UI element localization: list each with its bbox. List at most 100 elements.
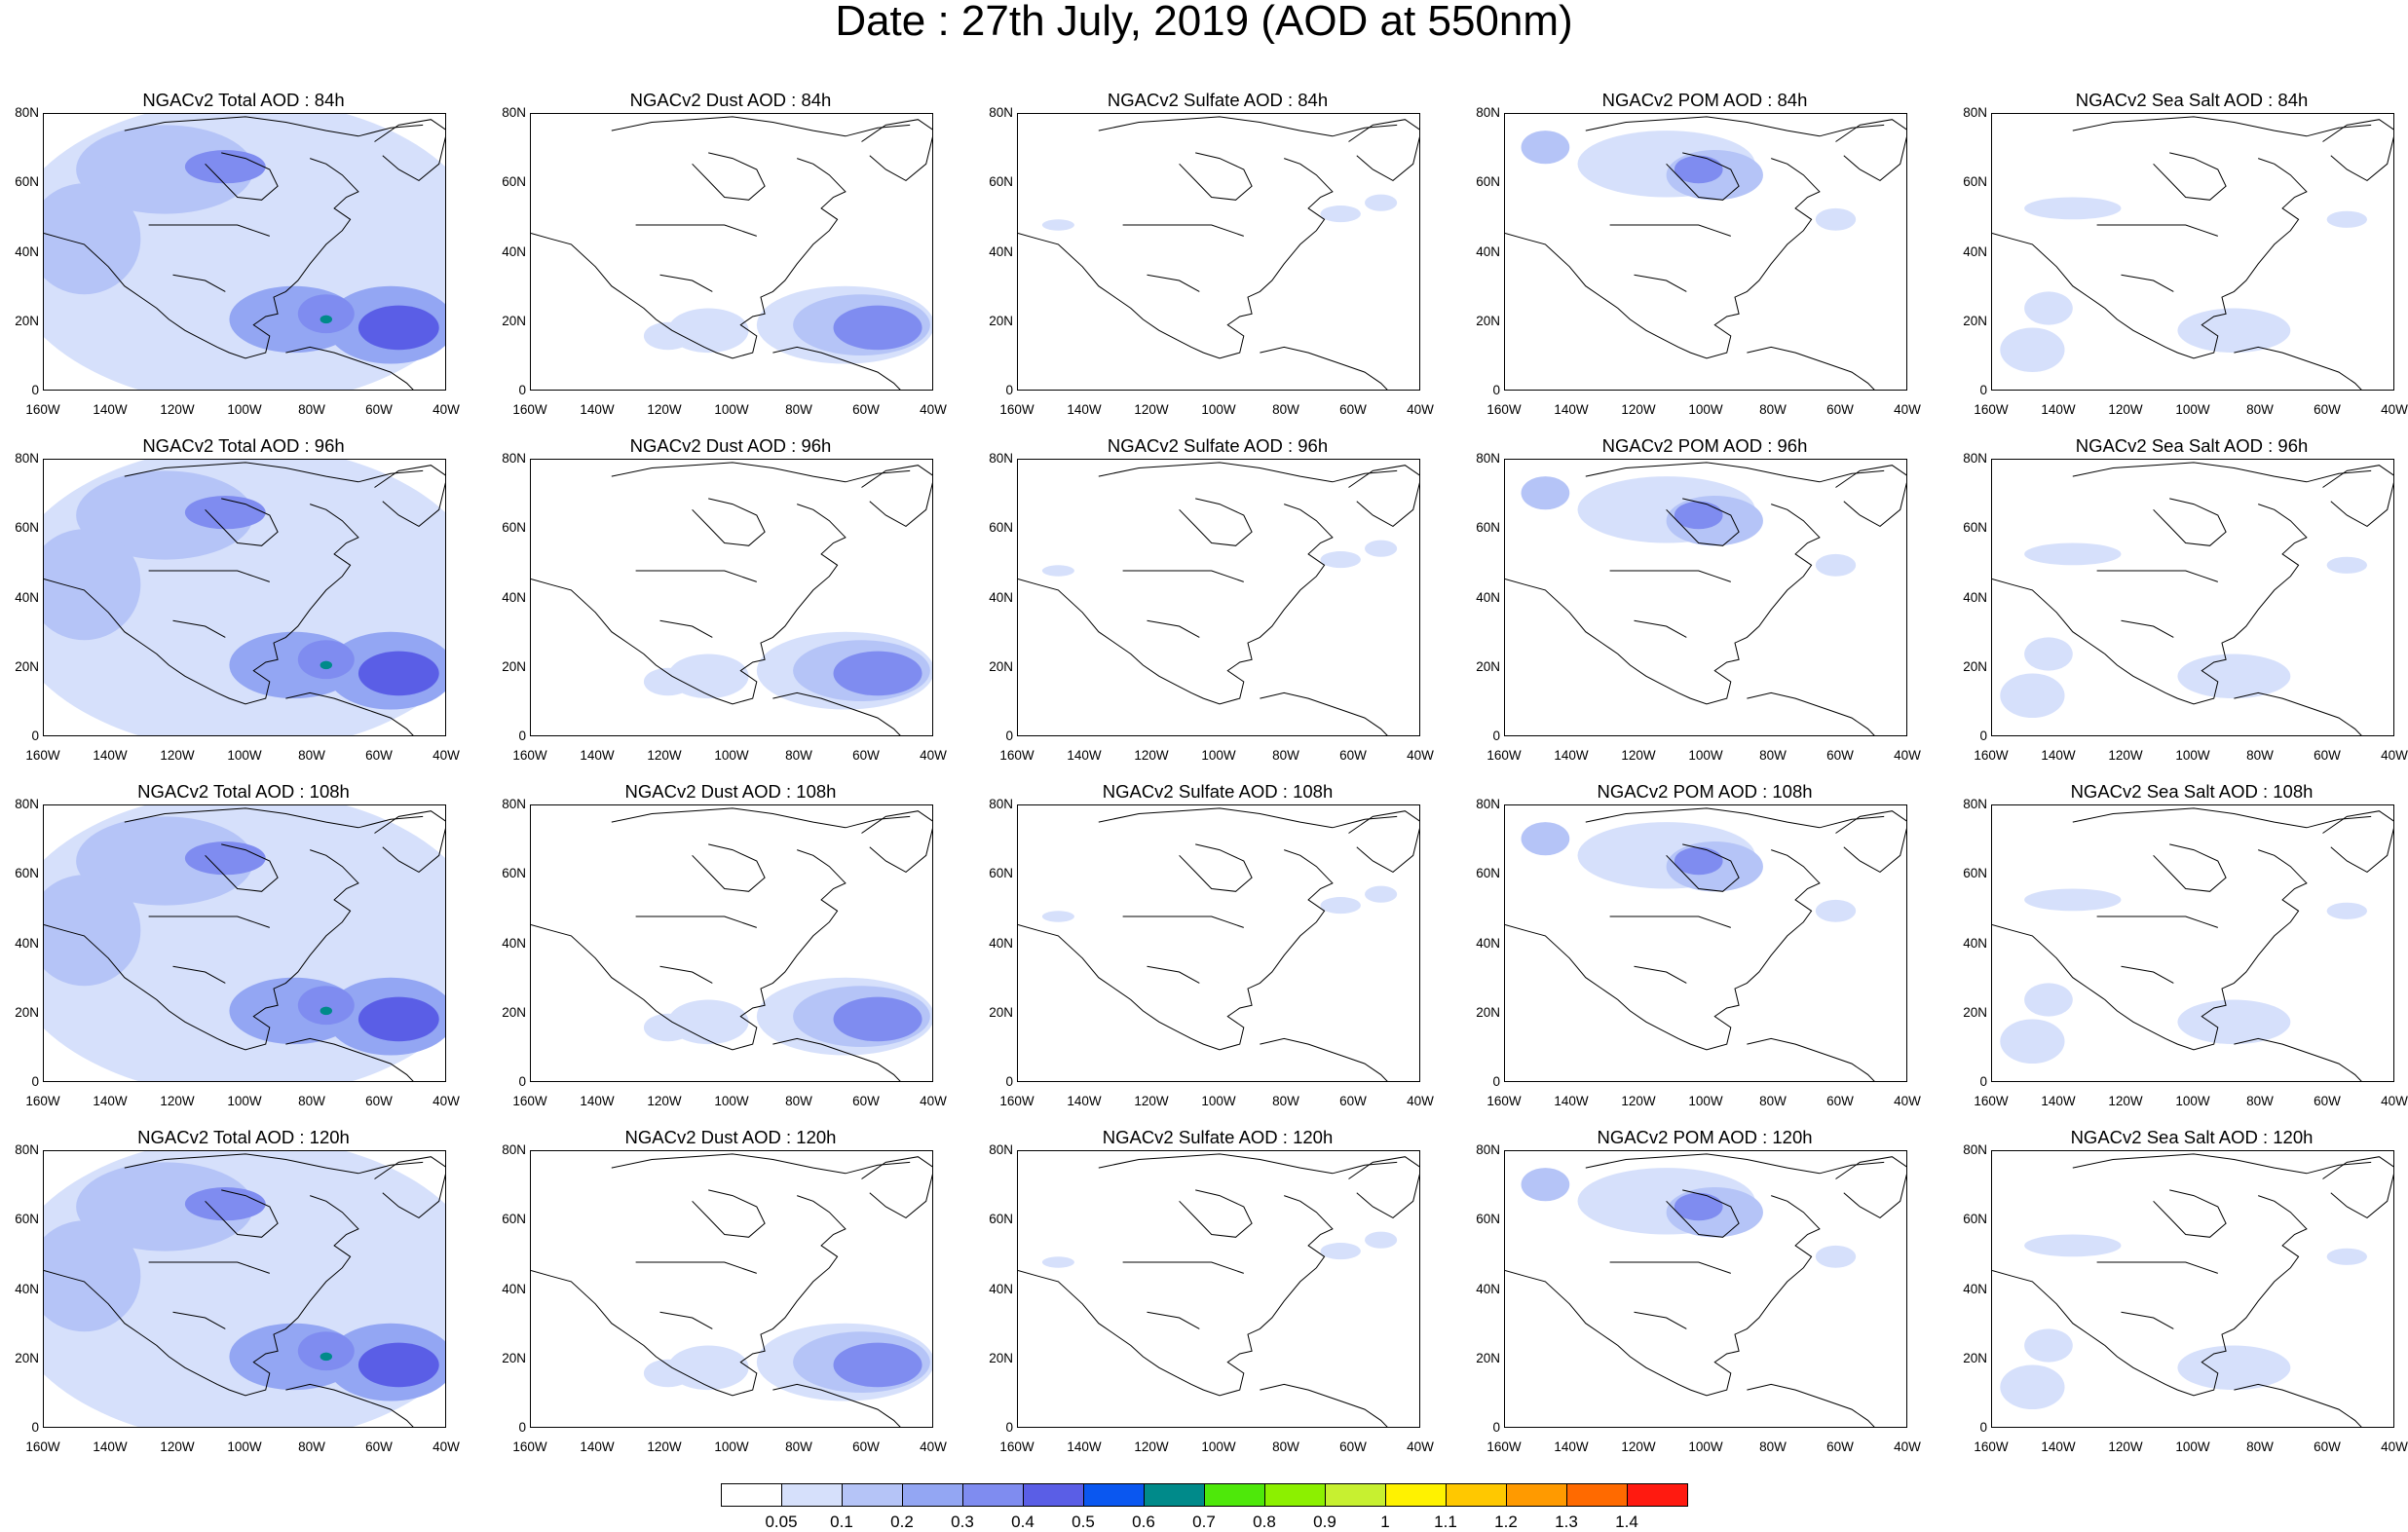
coastline	[1122, 570, 1244, 582]
lon-tick-label: 40W	[433, 402, 460, 417]
lat-tick-label: 80N	[1963, 105, 1987, 120]
lon-tick-label: 140W	[1554, 748, 1589, 763]
coastline	[1992, 1195, 2308, 1397]
coastline	[1179, 498, 1253, 546]
lon-tick-label: 100W	[1201, 1094, 1236, 1108]
coastline	[1609, 224, 1731, 237]
panel-title: NGACv2 Sulfate AOD : 96h	[1107, 435, 1329, 456]
lon-tick-label: 60W	[365, 1439, 393, 1454]
lon-tick-label: 120W	[1134, 402, 1169, 417]
coastline	[1179, 843, 1253, 892]
coastline	[611, 462, 911, 483]
map-panel-sulfate: NGACv2 Sulfate AOD : 84h 80N 60N 40N 20N 0 160…	[974, 90, 1461, 430]
lat-tick-label: 0	[31, 383, 39, 397]
lon-tick-label: 60W	[1826, 402, 1854, 417]
colorbar-label: 0.05	[765, 1513, 798, 1531]
coastline	[148, 224, 270, 237]
lat-tick-label: 0	[1492, 1074, 1500, 1089]
lat-tick-label: 0	[1492, 383, 1500, 397]
aod-region	[2326, 556, 2368, 574]
coastline	[2234, 346, 2362, 390]
lon-tick-label: 80W	[2246, 402, 2274, 417]
lon-tick-label: 40W	[1407, 402, 1434, 417]
coastline	[1122, 1261, 1244, 1274]
coastline	[659, 965, 713, 984]
aod-region	[1674, 846, 1723, 876]
lon-tick-label: 120W	[160, 402, 195, 417]
lat-tick-label: 40N	[989, 935, 1013, 951]
coastline	[1634, 965, 1687, 984]
colorbar-swatch	[1385, 1483, 1447, 1507]
aod-region	[2024, 1234, 2122, 1257]
coastline	[1179, 152, 1253, 201]
lat-tick-label: 40N	[502, 935, 526, 951]
lon-tick-label: 60W	[1339, 402, 1367, 417]
coastline	[44, 504, 359, 705]
lat-tick-label: 60N	[989, 1212, 1013, 1227]
lon-tick-label: 100W	[2175, 748, 2210, 763]
colorbar-label: 1.1	[1434, 1513, 1457, 1531]
main-title: Date : 27th July, 2019 (AOD at 550nm)	[835, 0, 1573, 45]
panel-title: NGACv2 POM AOD : 120h	[1597, 1127, 1813, 1147]
lat-tick-label: 60N	[502, 866, 526, 881]
coastline	[1098, 462, 1398, 483]
colorbar-label: 1	[1380, 1513, 1390, 1531]
panel-title: NGACv2 Total AOD : 84h	[142, 90, 345, 110]
coastline	[861, 1156, 932, 1219]
lat-tick-label: 80N	[502, 797, 526, 811]
lat-tick-label: 80N	[502, 1142, 526, 1157]
lon-tick-label: 160W	[1974, 1094, 2009, 1108]
lat-tick-label: 20N	[502, 1004, 526, 1020]
lat-tick-label: 80N	[989, 105, 1013, 120]
coastline	[772, 346, 901, 390]
coastline	[861, 119, 932, 182]
panel-title: NGACv2 Total AOD : 108h	[137, 781, 350, 802]
lon-tick-label: 40W	[920, 748, 947, 763]
map-area	[530, 804, 933, 1082]
lat-tick-label: 0	[518, 1420, 526, 1435]
lon-tick-label: 160W	[25, 402, 60, 417]
lon-tick-label: 40W	[433, 748, 460, 763]
coastline	[1835, 119, 1906, 182]
lat-tick-label: 40N	[1963, 589, 1987, 605]
map-panel-sulfate: NGACv2 Sulfate AOD : 120h 80N 60N 40N 20N 0 16…	[974, 1127, 1461, 1468]
coastline	[1835, 810, 1906, 874]
map-area	[1504, 459, 1907, 736]
lat-tick-label: 40N	[15, 243, 39, 259]
lon-tick-label: 160W	[512, 748, 547, 763]
aod-region	[44, 1220, 141, 1332]
aod-region	[2024, 1328, 2073, 1363]
coastline	[374, 810, 445, 874]
lat-tick-label: 20N	[502, 313, 526, 328]
lon-tick-label: 100W	[227, 402, 262, 417]
aod-region	[2000, 1364, 2065, 1410]
lat-tick-label: 20N	[15, 313, 39, 328]
lon-tick-label: 40W	[920, 1439, 947, 1454]
lon-tick-label: 80W	[2246, 1439, 2274, 1454]
lon-tick-label: 40W	[2381, 1439, 2408, 1454]
lon-tick-label: 80W	[1272, 1439, 1299, 1454]
coastline	[1747, 1383, 1875, 1427]
map-area	[43, 113, 446, 391]
coastline	[1609, 1261, 1731, 1274]
aod-region	[643, 1359, 693, 1388]
aod-region	[1041, 1256, 1074, 1268]
aod-region	[2177, 654, 2291, 699]
coastline	[531, 504, 847, 705]
lon-tick-label: 80W	[298, 748, 325, 763]
map-panel-pom: NGACv2 POM AOD : 120h 80N 60N 40N 20N 0 160W 14…	[1461, 1127, 1948, 1468]
lon-tick-label: 100W	[2175, 1439, 2210, 1454]
lon-tick-label: 80W	[1272, 402, 1299, 417]
lat-tick-label: 80N	[15, 1142, 39, 1157]
panel-title: NGACv2 Sea Salt AOD : 120h	[2070, 1127, 2314, 1147]
lat-tick-label: 20N	[1476, 1350, 1500, 1365]
aod-region	[833, 651, 922, 696]
lon-tick-label: 160W	[1486, 1094, 1522, 1108]
lon-tick-label: 80W	[785, 1094, 812, 1108]
aod-region	[1674, 1192, 1723, 1221]
lat-tick-label: 20N	[1963, 658, 1987, 674]
lat-tick-label: 20N	[989, 1350, 1013, 1365]
lon-tick-label: 60W	[852, 1094, 880, 1108]
coastline	[659, 1311, 713, 1329]
lat-tick-label: 0	[1005, 383, 1013, 397]
